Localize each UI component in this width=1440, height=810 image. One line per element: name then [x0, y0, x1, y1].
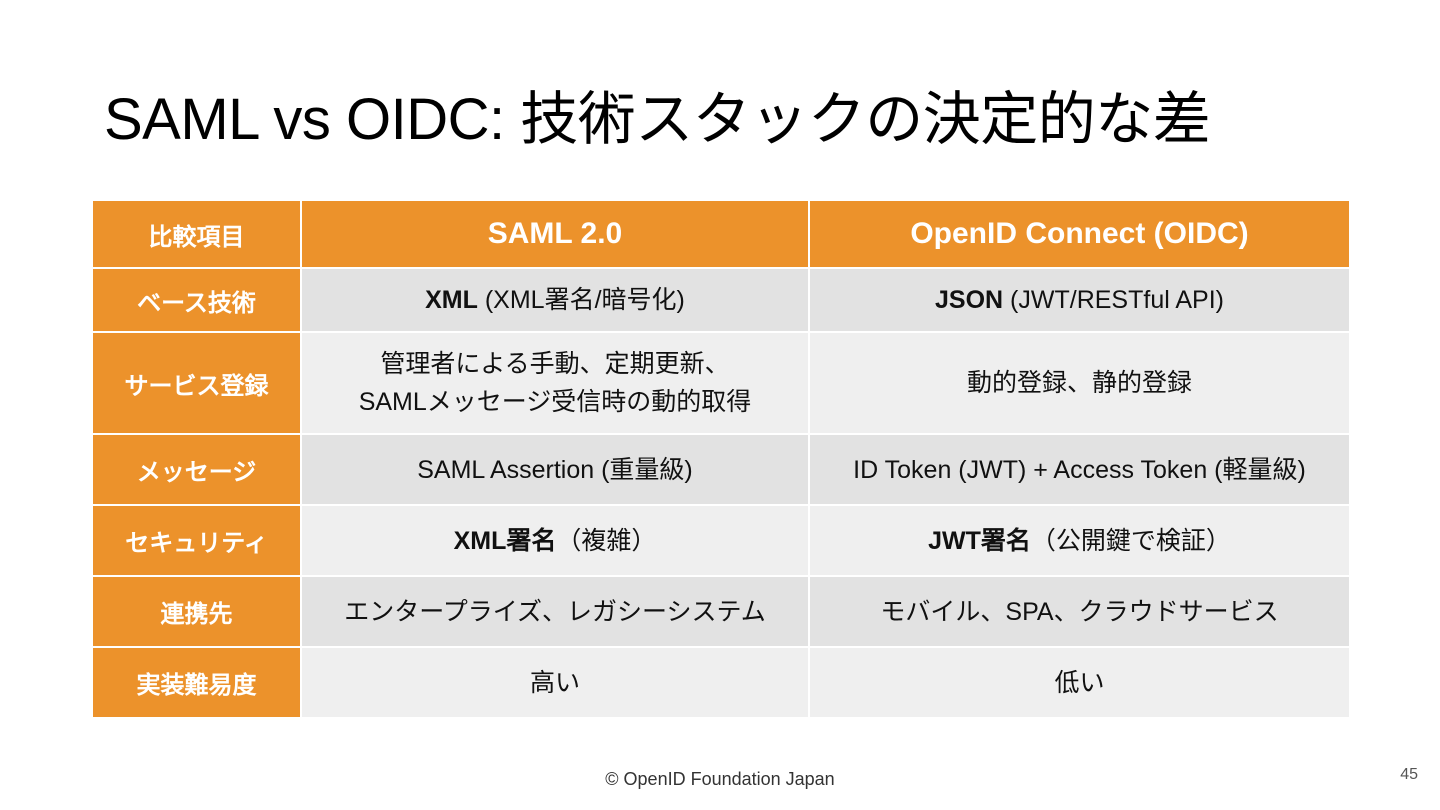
- oidc-cell-text: （公開鍵で検証）: [1030, 526, 1231, 555]
- saml-cell-line1: 管理者による手動、定期更新、: [380, 350, 730, 378]
- saml-cell: SAML Assertion (重量級): [300, 433, 810, 506]
- header-comparison-item: 比較項目: [91, 199, 302, 269]
- oidc-cell: 動的登録、静的登録: [808, 331, 1351, 435]
- footer-copyright: © OpenID Foundation Japan: [605, 769, 835, 789]
- oidc-cell-text: (JWT/RESTful API): [1003, 286, 1224, 314]
- saml-cell-text: (XML署名/暗号化): [477, 286, 685, 314]
- row-label: 実装難易度: [91, 646, 302, 719]
- header-oidc: OpenID Connect (OIDC): [808, 199, 1351, 269]
- row-label: サービス登録: [91, 331, 302, 435]
- comparison-table: 比較項目 SAML 2.0 OpenID Connect (OIDC) ベース技…: [91, 199, 1351, 719]
- oidc-cell: モバイル、SPA、クラウドサービス: [808, 575, 1351, 648]
- table-row: ベース技術 XML (XML署名/暗号化) JSON (JWT/RESTful …: [91, 267, 1351, 333]
- table-row: サービス登録 管理者による手動、定期更新、 SAMLメッセージ受信時の動的取得 …: [91, 331, 1351, 435]
- saml-cell-bold: XML署名: [453, 526, 557, 555]
- oidc-cell: JWT署名（公開鍵で検証）: [808, 504, 1351, 577]
- oidc-cell-bold: JSON: [935, 286, 1004, 314]
- row-label: 連携先: [91, 575, 302, 648]
- slide-title: SAML vs OIDC: 技術スタックの決定的な差: [104, 87, 1211, 152]
- table-row: メッセージ SAML Assertion (重量級) ID Token (JWT…: [91, 433, 1351, 506]
- oidc-cell: 低い: [808, 646, 1351, 719]
- table-row: 実装難易度 高い 低い: [91, 646, 1351, 719]
- saml-cell-text: （複雑）: [556, 526, 657, 555]
- row-label: ベース技術: [91, 267, 302, 333]
- saml-cell: エンタープライズ、レガシーシステム: [300, 575, 810, 648]
- saml-cell-line2: SAMLメッセージ受信時の動的取得: [358, 388, 752, 416]
- page-number: 45: [1400, 766, 1418, 783]
- saml-cell: 高い: [300, 646, 810, 719]
- row-label: メッセージ: [91, 433, 302, 506]
- oidc-cell: ID Token (JWT) + Access Token (軽量級): [808, 433, 1351, 506]
- oidc-cell: JSON (JWT/RESTful API): [808, 267, 1351, 333]
- saml-cell: XML (XML署名/暗号化): [300, 267, 810, 333]
- saml-cell: 管理者による手動、定期更新、 SAMLメッセージ受信時の動的取得: [300, 331, 810, 435]
- oidc-cell-bold: JWT署名: [928, 526, 1031, 555]
- saml-cell: XML署名（複雑）: [300, 504, 810, 577]
- header-saml: SAML 2.0: [300, 199, 810, 269]
- table-row: 連携先 エンタープライズ、レガシーシステム モバイル、SPA、クラウドサービス: [91, 575, 1351, 648]
- table-row: セキュリティ XML署名（複雑） JWT署名（公開鍵で検証）: [91, 504, 1351, 577]
- saml-cell-bold: XML: [425, 286, 478, 314]
- row-label: セキュリティ: [91, 504, 302, 577]
- table-header-row: 比較項目 SAML 2.0 OpenID Connect (OIDC): [91, 199, 1351, 269]
